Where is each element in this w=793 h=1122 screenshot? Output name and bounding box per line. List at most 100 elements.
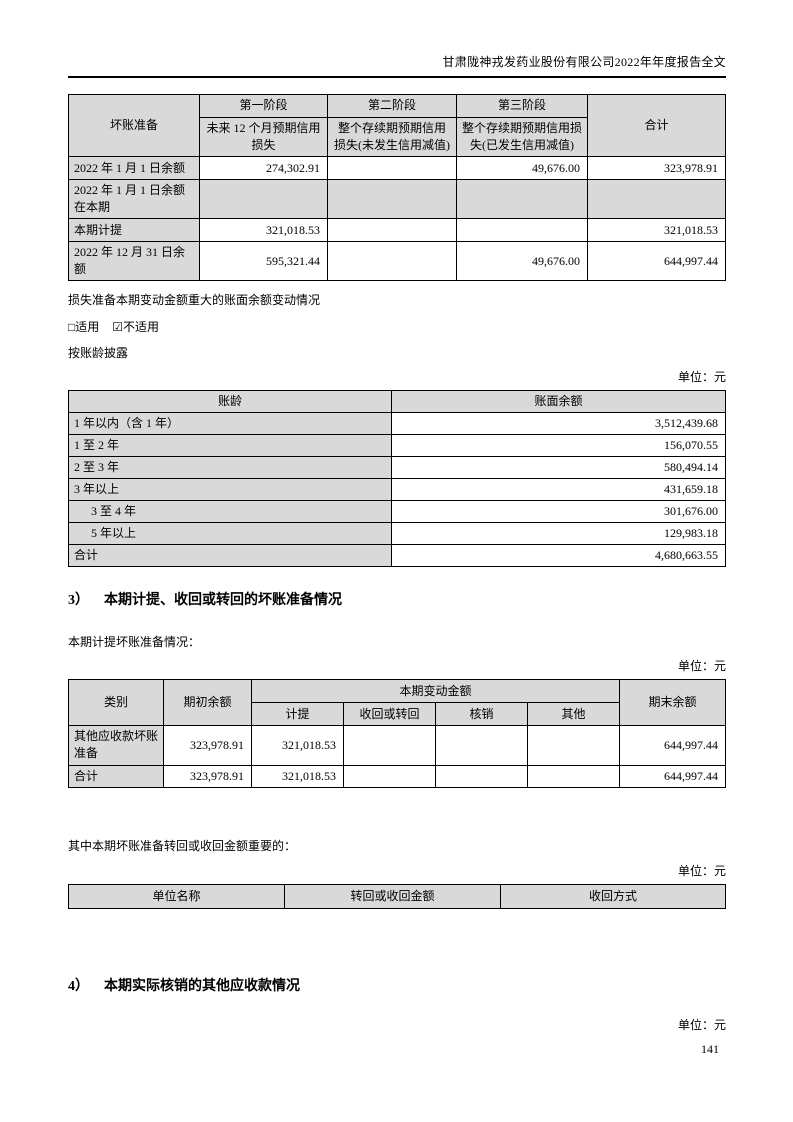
total-value: 321,018.53 [587,218,726,243]
aging-label: 3 年以上 [68,478,392,502]
aging-disclosure-note: 按账龄披露 [68,346,129,361]
stage3-value [456,218,588,243]
section-title: 本期实际核销的其他应收款情况 [104,978,300,994]
table-row: 单位名称 转回或收回金额 收回方式 [68,883,726,909]
section-number: 4） [68,978,89,994]
table-row: 5 年以上 129,983.18 [68,522,726,546]
page-number: 141 [701,1042,719,1056]
stage1-value: 274,302.91 [199,156,328,181]
aging-label: 2 至 3 年 [68,456,392,480]
row-label: 2022 年 1 月 1 日余额 [68,156,200,181]
stage2-value [327,179,457,220]
accrual-intro-note: 本期计提坏账准备情况： [68,635,201,650]
aging-value: 156,070.55 [391,434,726,458]
balance-header: 账面余额 [391,390,726,414]
closing-value: 644,997.44 [619,764,726,788]
table-row: 合计 4,680,663.55 [68,544,726,568]
row-label: 2022 年 1 月 1 日余额在本期 [68,179,200,220]
section-3-heading: 3） 本期计提、收回或转回的坏账准备情况 [68,591,726,610]
total-value [587,179,726,220]
stage2-value [327,241,457,282]
writeoff-value [435,725,528,766]
significant-change-note: 损失准备本期变动金额重大的账面余额变动情况 [68,293,321,308]
accrual-value: 321,018.53 [251,764,344,788]
stage-table-corner-header: 坏账准备 [68,93,200,158]
recovery-method-header: 收回方式 [500,883,726,909]
provision-table: 类别 期初余额 本期变动金额 期末余额 计提 收回或转回 核销 其他 其他应收款… [68,679,726,788]
unit-label: 单位：元 [677,659,726,674]
table-row: 3 年以上 431,659.18 [68,478,726,502]
category-cell: 其他应收款坏账准备 [68,725,164,766]
section-4-heading: 4） 本期实际核销的其他应收款情况 [68,977,726,996]
aging-total-value: 4,680,663.55 [391,544,726,568]
applicability-line: □适用 ☑不适用 [68,319,726,335]
unit-label: 单位：元 [677,863,726,878]
closing-balance-header: 期末余额 [619,679,726,727]
aging-table: 账龄 账面余额 1 年以内（含 1 年） 3,512,439.68 1 至 2 … [68,390,726,568]
table-row: 2022 年 12 月 31 日余额 595,321.44 49,676.00 … [68,241,726,282]
total-value: 644,997.44 [587,241,726,282]
stage2-header: 第二阶段 [327,94,457,118]
accrual-value: 321,018.53 [251,725,344,766]
aging-total-label: 合计 [68,544,392,568]
aging-label: 5 年以上 [68,522,392,546]
table-row: 1 至 2 年 156,070.55 [68,434,726,458]
table-row: 未来 12 个月预期信用损失 整个存续期预期信用损失(未发生信用减值) 整个存续… [69,116,726,158]
aging-value: 431,659.18 [391,478,726,502]
aging-label: 1 至 2 年 [68,434,392,458]
running-header: 甘肃陇神戎发药业股份有限公司2022年年度报告全文 [442,55,726,69]
recovery-table: 单位名称 转回或收回金额 收回方式 [68,883,726,909]
stage1-value: 321,018.53 [199,218,328,243]
stage3-value [456,179,588,220]
page-content: 甘肃陇神戎发药业股份有限公司2022年年度报告全文 坏账准备 第一阶段 第二阶段… [68,0,726,1033]
writeoff-header: 核销 [435,702,528,727]
total-label: 合计 [68,764,164,788]
stage3-value: 49,676.00 [456,156,588,181]
closing-value: 644,997.44 [619,725,726,766]
recover-header: 收回或转回 [343,702,436,727]
other-header: 其他 [526,702,621,727]
section-title: 本期计提、收回或转回的坏账准备情况 [104,593,342,609]
aging-label: 3 至 4 年 [68,500,392,524]
checkbox-label: 不适用 [123,320,160,335]
table-row: 合计 323,978.91 321,018.53 644,997.44 [68,764,726,788]
recover-value [343,764,436,788]
table-row: 其他应收款坏账准备 323,978.91 321,018.53 644,997.… [68,725,726,766]
stage3-subheader: 整个存续期预期信用损失(已发生信用减值) [456,116,588,158]
stage3-value: 49,676.00 [456,241,588,282]
stage2-subheader: 整个存续期预期信用损失(未发生信用减值) [327,116,457,158]
checkbox-label: 适用 [75,320,100,335]
table-row: 账龄 账面余额 [68,390,726,414]
table-row: 3 至 4 年 301,676.00 [68,500,726,524]
stage2-value [327,218,457,243]
header-rule [68,76,726,78]
stage2-value [327,156,457,181]
checkbox-option-not-applicable: ☑不适用 [112,320,159,334]
table-row: 坏账准备 第一阶段 第二阶段 第三阶段 合计 [68,93,726,158]
other-value [526,725,621,766]
opening-value: 323,978.91 [163,725,252,766]
stage1-header: 第一阶段 [199,94,328,118]
aging-value: 3,512,439.68 [391,412,726,436]
recover-value [343,725,436,766]
accrual-header: 计提 [251,702,344,727]
category-header: 类别 [68,679,164,727]
table-row: 类别 期初余额 本期变动金额 期末余额 [68,679,726,727]
stage1-subheader: 未来 12 个月预期信用损失 [199,116,328,158]
opening-balance-header: 期初余额 [163,679,252,727]
recovered-amount-header: 转回或收回金额 [284,883,501,909]
change-group-header: 本期变动金额 [250,679,621,704]
aging-value: 301,676.00 [391,500,726,524]
opening-value: 323,978.91 [163,764,252,788]
unit-label: 单位：元 [677,1017,726,1032]
table-row: 2022 年 1 月 1 日余额 274,302.91 49,676.00 32… [68,156,726,181]
recovery-important-note: 其中本期坏账准备转回或收回金额重要的： [68,838,297,853]
total-header: 合计 [587,93,726,158]
writeoff-value [435,764,528,788]
entity-name-header: 单位名称 [68,883,285,909]
other-value [526,764,621,788]
table-row: 1 年以内（含 1 年） 3,512,439.68 [68,412,726,436]
table-row: 2022 年 1 月 1 日余额在本期 [68,179,726,220]
total-value: 323,978.91 [587,156,726,181]
